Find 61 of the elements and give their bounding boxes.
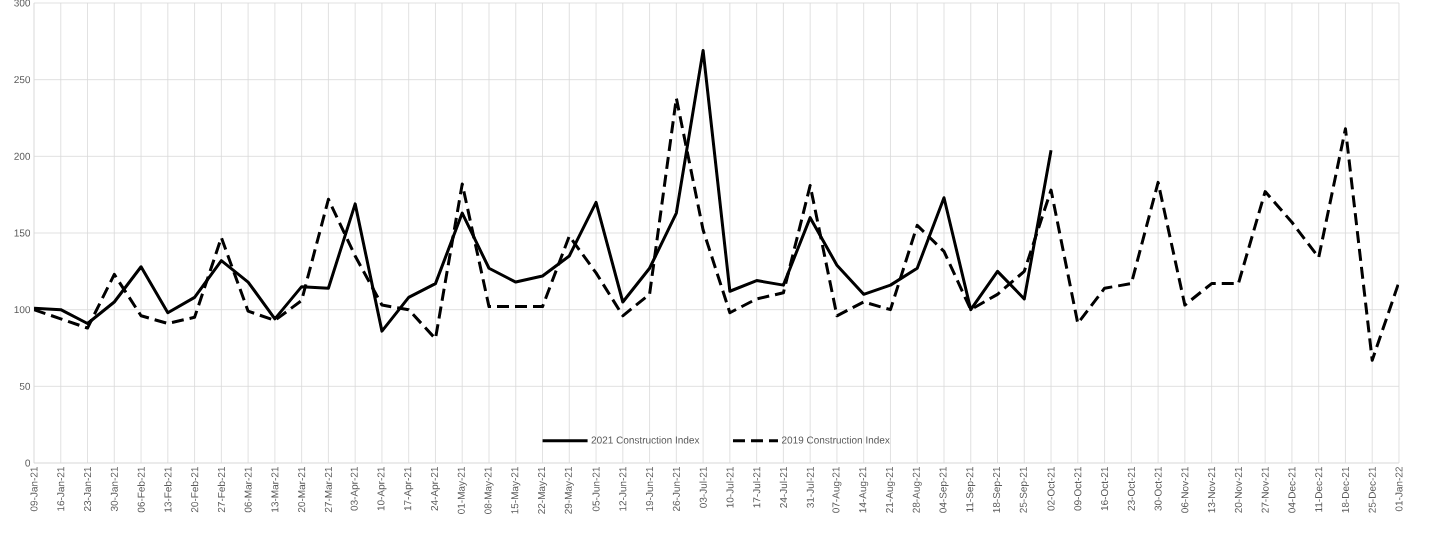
x-tick-label: 11-Dec-21 <box>1315 467 1323 512</box>
x-tick-label: 16-Jan-21 <box>57 467 65 511</box>
y-tick-label: 50 <box>19 382 31 390</box>
x-tick-label: 09-Jan-21 <box>30 467 38 512</box>
x-tick-label: 13-Nov-21 <box>1208 467 1216 513</box>
x-tick-label: 17-Jul-21 <box>752 467 761 508</box>
x-tick-label: 23-Oct-21 <box>1127 467 1135 511</box>
x-tick-label: 15-May-21 <box>511 467 521 514</box>
x-tick-label: 03-Jul-21 <box>699 467 707 508</box>
x-tick-label: 16-Oct-21 <box>1101 467 1109 511</box>
x-tick-label: 27-Nov-21 <box>1261 467 1269 513</box>
x-tick-label: 22-May-21 <box>538 467 548 514</box>
x-tick-label: 30-Oct-21 <box>1154 467 1162 511</box>
x-tick-label: 20-Feb-21 <box>190 467 199 513</box>
x-tick-label: 08-May-21 <box>484 467 494 514</box>
legend-label: 2019 Construction Index <box>781 436 890 444</box>
x-tick-label: 12-Jun-21 <box>619 467 627 511</box>
legend-label: 2021 Construction Index <box>591 436 700 444</box>
y-tick-label: 300 <box>14 0 31 7</box>
x-tick-label: 04-Sep-21 <box>939 467 949 513</box>
x-tick-label: 11-Sep-21 <box>966 467 976 512</box>
x-tick-label: 20-Mar-21 <box>298 467 306 513</box>
y-tick-label: 250 <box>14 76 31 84</box>
x-tick-label: 14-Aug-21 <box>859 467 869 513</box>
x-tick-label: 10-Apr-21 <box>377 467 387 511</box>
x-tick-label: 04-Dec-21 <box>1288 467 1296 513</box>
x-tick-label: 13-Mar-21 <box>271 467 279 512</box>
x-tick-label: 17-Apr-21 <box>404 467 414 511</box>
x-tick-label: 01-Jan-22 <box>1395 467 1403 512</box>
x-tick-label: 10-Jul-21 <box>726 467 734 508</box>
x-tick-label: 13-Feb-21 <box>164 467 172 512</box>
x-tick-label: 02-Oct-21 <box>1047 467 1055 511</box>
x-tick-label: 21-Aug-21 <box>885 467 895 513</box>
x-tick-label: 06-Nov-21 <box>1181 467 1189 513</box>
x-tick-label: 18-Dec-21 <box>1341 467 1349 513</box>
x-tick-label: 30-Jan-21 <box>110 467 118 512</box>
x-tick-label: 31-Jul-21 <box>806 467 814 508</box>
x-tick-label: 01-May-21 <box>457 467 467 514</box>
x-tick-label: 03-Apr-21 <box>350 467 360 511</box>
y-tick-label: 0 <box>25 459 31 467</box>
x-tick-label: 26-Jun-21 <box>672 467 680 512</box>
x-tick-label: 05-Jun-21 <box>592 467 600 512</box>
x-tick-label: 25-Dec-21 <box>1368 467 1376 513</box>
x-tick-label: 19-Jun-21 <box>646 467 654 511</box>
x-tick-label: 29-May-21 <box>564 467 574 514</box>
x-tick-label: 23-Jan-21 <box>83 467 92 512</box>
x-tick-label: 25-Sep-21 <box>1019 467 1029 513</box>
x-tick-label: 24-Apr-21 <box>430 467 440 511</box>
y-tick-label: 150 <box>14 229 31 237</box>
x-tick-label: 09-Oct-21 <box>1074 467 1082 511</box>
x-tick-label: 06-Feb-21 <box>137 467 145 513</box>
x-tick-label: 27-Feb-21 <box>217 467 226 513</box>
y-tick-label: 100 <box>14 306 31 314</box>
x-tick-label: 06-Mar-21 <box>244 467 252 513</box>
y-tick-label: 200 <box>14 152 31 160</box>
x-tick-label: 20-Nov-21 <box>1234 467 1242 513</box>
x-tick-label: 27-Mar-21 <box>324 467 332 513</box>
x-tick-label: 07-Aug-21 <box>832 467 842 513</box>
x-tick-label: 24-Jul-21 <box>779 467 788 508</box>
x-tick-label: 18-Sep-21 <box>992 467 1003 513</box>
x-tick-label: 28-Aug-21 <box>912 467 922 513</box>
